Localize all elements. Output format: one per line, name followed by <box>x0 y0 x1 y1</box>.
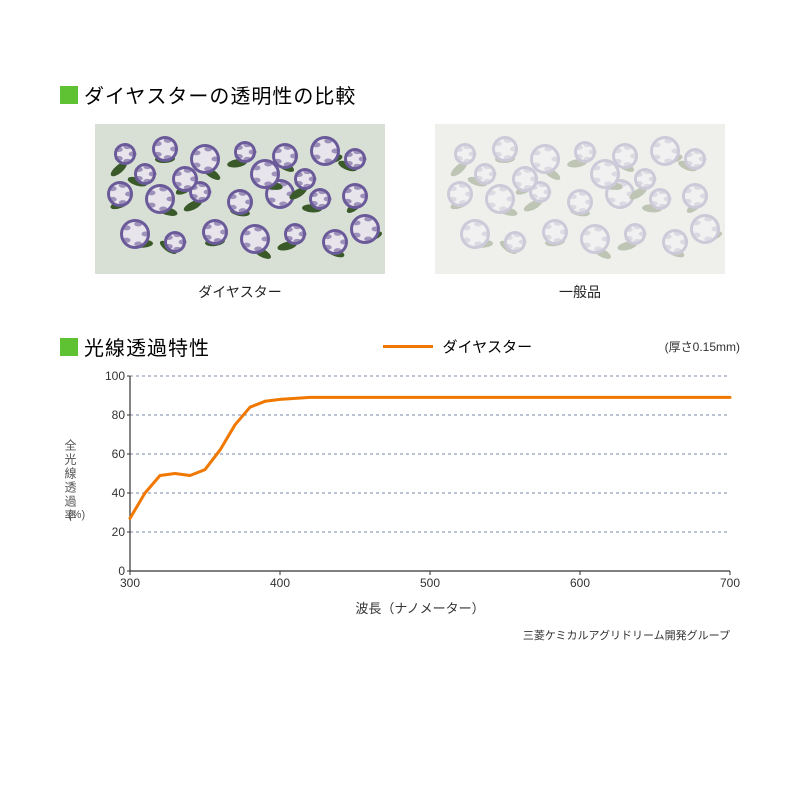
svg-text:40: 40 <box>112 486 126 500</box>
chart-area: 全光線透過率 (%) 020406080100300400500600700 <box>100 366 740 596</box>
svg-text:60: 60 <box>112 447 126 461</box>
chart-title: 光線透過特性 <box>84 332 210 361</box>
x-axis-label: 波長（ナノメーター） <box>100 598 740 617</box>
legend-label: ダイヤスター <box>443 336 533 357</box>
flowers-clear-svg <box>95 124 385 274</box>
svg-text:20: 20 <box>112 525 126 539</box>
attribution: 三菱ケミカルアグリドリーム開発グループ <box>60 627 730 643</box>
comparison-images: ダイヤスター 一般品 <box>60 124 740 302</box>
image-clear-box: ダイヤスター <box>80 124 400 302</box>
svg-text:400: 400 <box>270 576 290 590</box>
flowers-hazy-svg <box>435 124 725 274</box>
y-axis-unit: (%) <box>68 509 85 521</box>
thickness-note: (厚さ0.15mm) <box>665 338 740 355</box>
caption-hazy: 一般品 <box>559 282 601 302</box>
caption-clear: ダイヤスター <box>198 282 282 302</box>
svg-text:300: 300 <box>120 576 140 590</box>
legend-line-icon <box>383 345 433 348</box>
section1-header: ダイヤスターの透明性の比較 <box>60 80 740 109</box>
bullet-icon <box>60 338 78 356</box>
svg-text:80: 80 <box>112 408 126 422</box>
svg-text:500: 500 <box>420 576 440 590</box>
bullet-icon <box>60 86 78 104</box>
svg-text:700: 700 <box>720 576 740 590</box>
svg-text:100: 100 <box>105 369 125 383</box>
section1-title: ダイヤスターの透明性の比較 <box>84 80 356 109</box>
chart-legend: ダイヤスター <box>383 336 533 357</box>
image-hazy-box: 一般品 <box>420 124 740 302</box>
line-chart-svg: 020406080100300400500600700 <box>100 366 740 596</box>
chart-header: 光線透過特性 ダイヤスター (厚さ0.15mm) <box>60 332 740 361</box>
svg-text:600: 600 <box>570 576 590 590</box>
